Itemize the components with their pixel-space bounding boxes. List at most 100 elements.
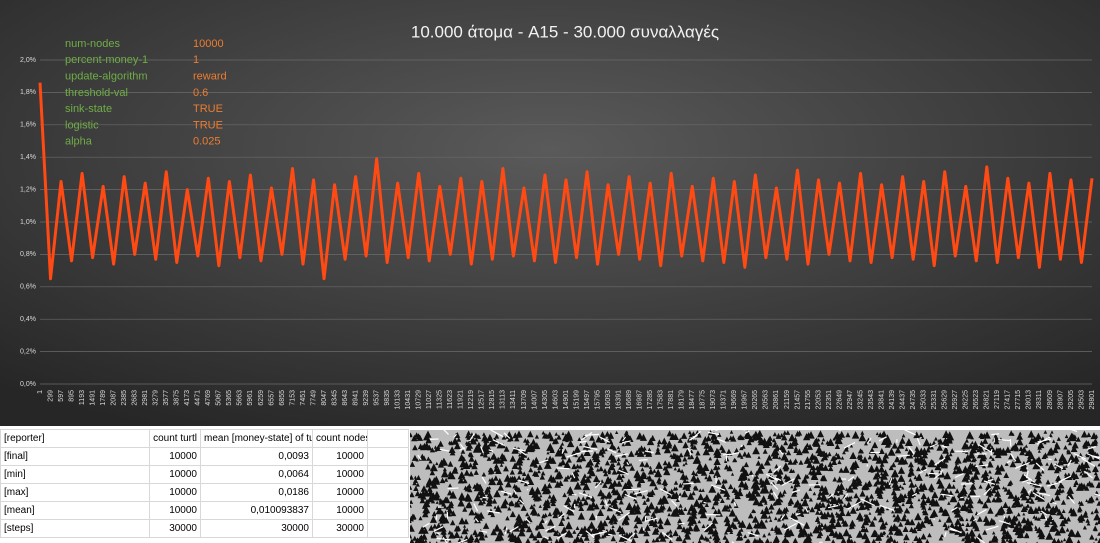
x-tick-label: 14305 <box>542 390 549 410</box>
table-cell: 30000 <box>149 519 201 538</box>
x-tick-label: 10729 <box>416 390 423 410</box>
table-cell: [min] <box>0 465 150 484</box>
x-tick-label: 21457 <box>794 390 801 410</box>
parameter-value: TRUE <box>193 119 223 131</box>
table-cell: 10000 <box>312 483 368 502</box>
x-tick-label: 14007 <box>531 390 538 410</box>
x-tick-label: 12517 <box>479 390 486 410</box>
x-tick-label: 299 <box>47 390 54 402</box>
parameter-name: sink-state <box>65 103 112 115</box>
table-cell <box>367 483 409 502</box>
parameter-value: 10000 <box>193 38 224 50</box>
x-tick-label: 16689 <box>626 390 633 410</box>
x-tick-label: 9239 <box>363 390 370 406</box>
y-tick-label: 0,0% <box>20 381 36 388</box>
y-tick-label: 1,0% <box>20 219 36 226</box>
table-cell <box>367 465 409 484</box>
x-tick-label: 22351 <box>826 390 833 410</box>
x-tick-label: 25331 <box>931 390 938 410</box>
x-tick-label: 25927 <box>952 390 959 410</box>
table-cell: [steps] <box>0 519 150 538</box>
chart: 10.000 άτομα - A15 - 30.000 συναλλαγές 0… <box>0 0 1100 426</box>
x-tick-label: 17583 <box>658 390 665 410</box>
x-tick-label: 8643 <box>342 390 349 406</box>
y-tick-label: 1,4% <box>20 154 36 161</box>
table-cell: 10000 <box>312 465 368 484</box>
x-tick-label: 8941 <box>352 390 359 406</box>
x-tick-label: 17881 <box>668 390 675 410</box>
x-tick-label: 22053 <box>815 390 822 410</box>
x-tick-label: 29503 <box>1078 390 1085 410</box>
table-row: [max] 10000 0,0186 10000 <box>0 483 409 502</box>
x-tick-label: 29205 <box>1068 390 1075 410</box>
x-tick-label: 3279 <box>153 390 160 406</box>
x-tick-label: 15199 <box>573 390 580 410</box>
x-tick-label: 25033 <box>921 390 928 410</box>
x-tick-label: 19073 <box>710 390 717 410</box>
x-tick-label: 12815 <box>489 390 496 410</box>
x-tick-label: 8345 <box>331 390 338 406</box>
x-tick-label: 18179 <box>679 390 686 410</box>
x-tick-label: 7153 <box>289 390 296 406</box>
table-cell: 0,010093837 <box>200 501 313 520</box>
x-tick-label: 10431 <box>405 390 412 410</box>
table-row: [reporter] count turtl mean [money-state] … <box>0 429 409 448</box>
x-tick-label: 29801 <box>1089 390 1096 410</box>
x-tick-label: 2385 <box>121 390 128 406</box>
y-tick-label: 1,2% <box>20 186 36 193</box>
table-cell: 10000 <box>149 483 201 502</box>
x-tick-label: 20563 <box>763 390 770 410</box>
parameter-name: logistic <box>65 119 99 131</box>
y-tick-label: 1,8% <box>20 89 36 96</box>
network-view <box>410 430 1100 543</box>
x-tick-label: 5961 <box>247 390 254 406</box>
x-tick-label: 10133 <box>395 390 402 410</box>
parameter-value: reward <box>193 71 227 83</box>
x-tick-label: 9537 <box>373 390 380 406</box>
x-tick-label: 16391 <box>615 390 622 410</box>
x-tick-label: 8047 <box>321 390 328 406</box>
x-tick-label: 597 <box>58 390 65 402</box>
table-cell: [mean] <box>0 501 150 520</box>
table-cell: 10000 <box>312 447 368 466</box>
x-tick-label: 19371 <box>721 390 728 410</box>
x-tick-label: 20265 <box>752 390 759 410</box>
parameter-name: num-nodes <box>65 38 121 50</box>
x-tick-label: 14603 <box>552 390 559 410</box>
x-tick-label: 13709 <box>521 390 528 410</box>
table-row: [steps] 30000 30000 30000 <box>0 519 409 538</box>
x-tick-label: 6855 <box>279 390 286 406</box>
x-tick-label: 15795 <box>594 390 601 410</box>
x-tick-label: 15497 <box>584 390 591 410</box>
x-tick-label: 22947 <box>847 390 854 410</box>
y-tick-label: 2,0% <box>20 57 36 64</box>
x-tick-label: 3875 <box>174 390 181 406</box>
x-tick-label: 5365 <box>226 390 233 406</box>
x-tick-label: 24735 <box>910 390 917 410</box>
x-tick-label: 23841 <box>878 390 885 410</box>
x-tick-label: 16987 <box>636 390 643 410</box>
parameter-name: threshold-val <box>65 87 128 99</box>
x-tick-label: 26225 <box>963 390 970 410</box>
x-tick-label: 28311 <box>1036 390 1043 409</box>
x-tick-label: 2087 <box>110 390 117 406</box>
x-tick-label: 18477 <box>689 390 696 410</box>
x-tick-label: 26821 <box>984 390 991 410</box>
x-tick-label: 6259 <box>258 390 265 406</box>
x-tick-label: 12219 <box>468 390 475 410</box>
y-tick-label: 1,6% <box>20 122 36 129</box>
x-tick-label: 2683 <box>132 390 139 406</box>
parameter-value: TRUE <box>193 103 223 115</box>
table-cell <box>367 447 409 466</box>
x-tick-label: 5663 <box>237 390 244 406</box>
x-tick-label: 11027 <box>426 390 433 409</box>
table-cell: [max] <box>0 483 150 502</box>
table-cell: mean [money-state] of tu <box>200 429 313 448</box>
x-tick-label: 2981 <box>142 390 149 406</box>
x-tick-label: 24437 <box>899 390 906 410</box>
y-tick-label: 0,6% <box>20 284 36 291</box>
x-tick-label: 14901 <box>563 390 570 410</box>
parameter-value: 1 <box>193 54 199 66</box>
x-tick-label: 19669 <box>731 390 738 410</box>
